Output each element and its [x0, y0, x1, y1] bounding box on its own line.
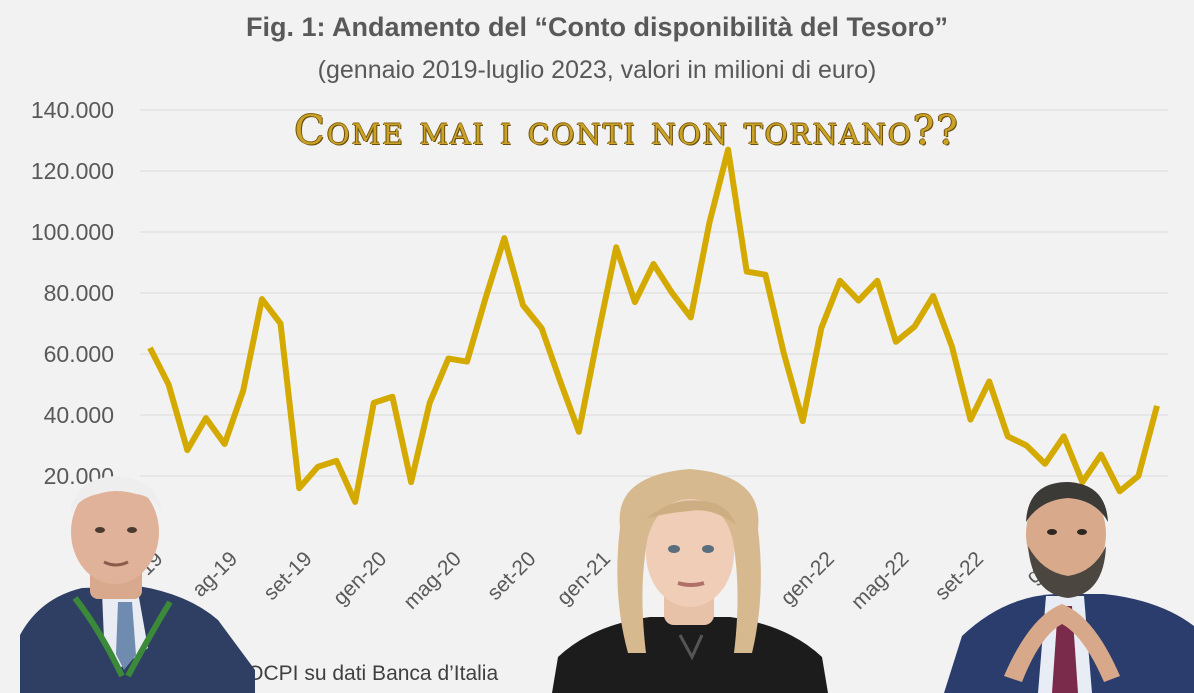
y-tick-label: 120.000: [31, 158, 114, 184]
y-axis-ticks: 140.000120.000100.00080.00060.00040.0002…: [31, 97, 114, 489]
man-with-white-hair-photo: [20, 476, 255, 693]
x-tick-label: set-20: [483, 547, 541, 605]
x-tick-label: mag-20: [399, 547, 466, 614]
chart-subtitle: (gennaio 2019-luglio 2023, valori in mil…: [317, 56, 877, 84]
x-tick-label: mag-22: [847, 547, 914, 614]
y-tick-label: 40.000: [44, 402, 114, 428]
y-tick-label: 140.000: [31, 97, 114, 123]
chart-title: Fig. 1: Andamento del “Conto disponibili…: [246, 12, 948, 42]
series-line: [147, 146, 1160, 505]
man-with-beard-photo: [944, 482, 1194, 693]
y-tick-label: 60.000: [44, 341, 114, 367]
x-tick-label: set-19: [259, 547, 317, 605]
y-tick-label: 80.000: [44, 280, 114, 306]
woman-looking-up-photo: [552, 469, 828, 693]
series-line-path: [147, 146, 1160, 505]
y-tick-label: 100.000: [31, 219, 114, 245]
source-note: ni OCPI su dati Banca d’Italia: [225, 662, 499, 685]
x-tick-label: gen-20: [329, 547, 392, 610]
overlay-headline: Come mai i conti non tornano??: [294, 108, 960, 154]
